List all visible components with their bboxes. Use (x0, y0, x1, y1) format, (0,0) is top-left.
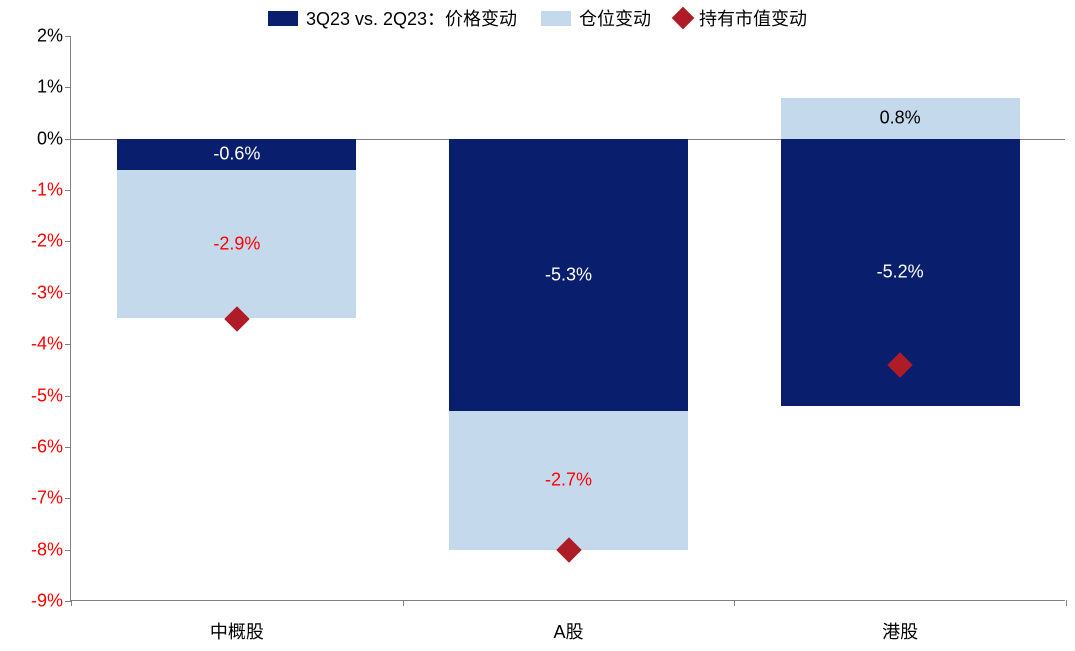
y-tick-mark (65, 396, 71, 397)
x-tick-mark (1066, 600, 1067, 606)
bar-value-label: 0.8% (880, 108, 921, 129)
y-tick-mark (65, 447, 71, 448)
y-tick-mark (65, 241, 71, 242)
x-tick-mark (71, 600, 72, 606)
y-tick-mark (65, 87, 71, 88)
x-category-label: 港股 (882, 600, 918, 644)
legend-label: 仓位变动 (579, 5, 651, 31)
plot-area: 2%1%0%-1%-2%-3%-4%-5%-6%-7%-8%-9%-0.6%-2… (70, 36, 1065, 601)
bar-value-label: -2.9% (213, 234, 260, 255)
x-category-label: A股 (553, 600, 583, 644)
chart-container: 3Q23 vs. 2Q23：价格变动 仓位变动 持有市值变动 2%1%0%-1%-2… (0, 0, 1075, 651)
x-category-label: 中概股 (210, 600, 264, 644)
x-tick-mark (403, 600, 404, 606)
legend-label: 3Q23 vs. 2Q23：价格变动 (306, 5, 517, 31)
y-tick-mark (65, 550, 71, 551)
y-tick-mark (65, 344, 71, 345)
bar-value-label: -0.6% (213, 144, 260, 165)
y-tick-mark (65, 36, 71, 37)
legend-item: 仓位变动 (541, 5, 651, 31)
x-tick-mark (734, 600, 735, 606)
legend: 3Q23 vs. 2Q23：价格变动 仓位变动 持有市值变动 (0, 0, 1075, 36)
legend-swatch-icon (541, 11, 571, 26)
y-tick-mark (65, 190, 71, 191)
bar-value-label: -5.3% (545, 264, 592, 285)
bar-value-label: -2.7% (545, 470, 592, 491)
y-tick-mark (65, 293, 71, 294)
legend-swatch-icon (268, 11, 298, 26)
legend-diamond-icon (672, 7, 695, 30)
y-tick-mark (65, 498, 71, 499)
legend-item: 持有市值变动 (675, 5, 807, 31)
bar-value-label: -5.2% (877, 262, 924, 283)
legend-item: 3Q23 vs. 2Q23：价格变动 (268, 5, 517, 31)
legend-label: 持有市值变动 (699, 5, 807, 31)
